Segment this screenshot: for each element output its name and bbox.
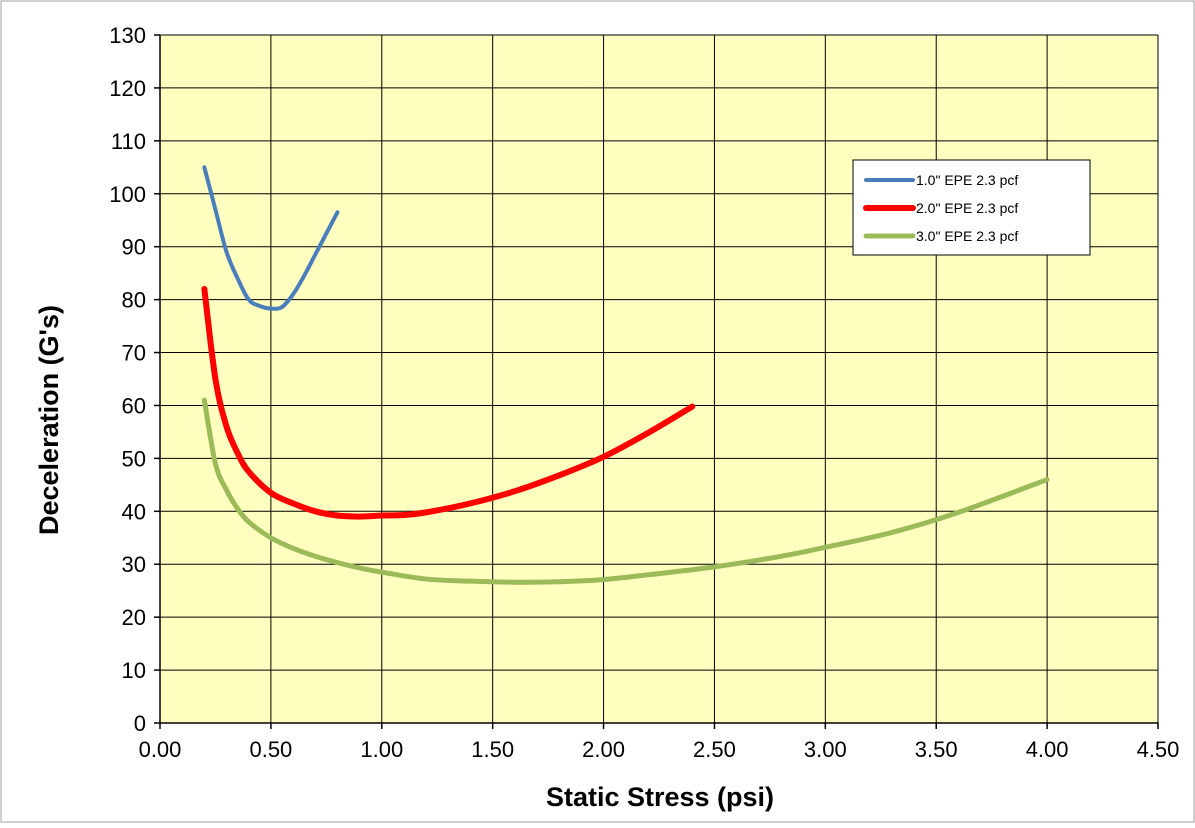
y-tick-label: 20 — [122, 605, 146, 630]
x-tick-label: 1.50 — [471, 737, 514, 762]
y-tick-label: 50 — [122, 446, 146, 471]
y-tick-label: 40 — [122, 499, 146, 524]
legend-label-3: 3.0" EPE 2.3 pcf — [916, 228, 1018, 244]
x-tick-label: 0.50 — [249, 737, 292, 762]
series-line-2 — [201, 286, 696, 520]
x-tick-label: 2.50 — [693, 737, 736, 762]
x-tick-label: 0.00 — [139, 737, 182, 762]
y-axis-title: Deceleration (G's) — [34, 305, 64, 535]
plot-background — [160, 35, 1158, 723]
series-line-1 — [202, 165, 340, 311]
plot-area — [160, 35, 1158, 723]
x-tick-label: 3.00 — [804, 737, 847, 762]
y-tick-label: 100 — [109, 182, 146, 207]
y-tick-label: 110 — [111, 129, 146, 154]
series-lines — [201, 165, 1050, 585]
legend-label-2: 2.0" EPE 2.3 pcf — [916, 200, 1018, 216]
y-tick-label: 10 — [122, 658, 146, 683]
y-tick-label: 30 — [122, 552, 146, 577]
x-tick-label: 4.50 — [1137, 737, 1180, 762]
series-line-3 — [201, 397, 1050, 585]
x-tick-label: 2.00 — [582, 737, 625, 762]
x-tick-label: 4.00 — [1026, 737, 1069, 762]
y-tick-label: 80 — [122, 288, 146, 313]
x-axis-title: Static Stress (psi) — [546, 782, 774, 812]
y-tick-label: 60 — [122, 393, 146, 418]
y-tick-label: 120 — [109, 76, 146, 101]
legend: 1.0" EPE 2.3 pcf 2.0" EPE 2.3 pcf 3.0" EPE… — [852, 159, 1091, 256]
y-tick-label: 130 — [109, 23, 146, 48]
y-tick-label: 90 — [122, 235, 146, 260]
gridlines — [160, 34, 1159, 723]
axes: 0 10 20 30 40 50 60 70 80 90 100 110 120 130 0.00 0.50 1… — [109, 23, 1179, 762]
x-tick-label: 1.00 — [360, 737, 403, 762]
x-tick-label: 3.50 — [915, 737, 958, 762]
y-tick-label: 0 — [134, 711, 146, 736]
legend-label-1: 1.0" EPE 2.3 pcf — [916, 172, 1018, 188]
y-tick-label: 70 — [122, 341, 146, 366]
